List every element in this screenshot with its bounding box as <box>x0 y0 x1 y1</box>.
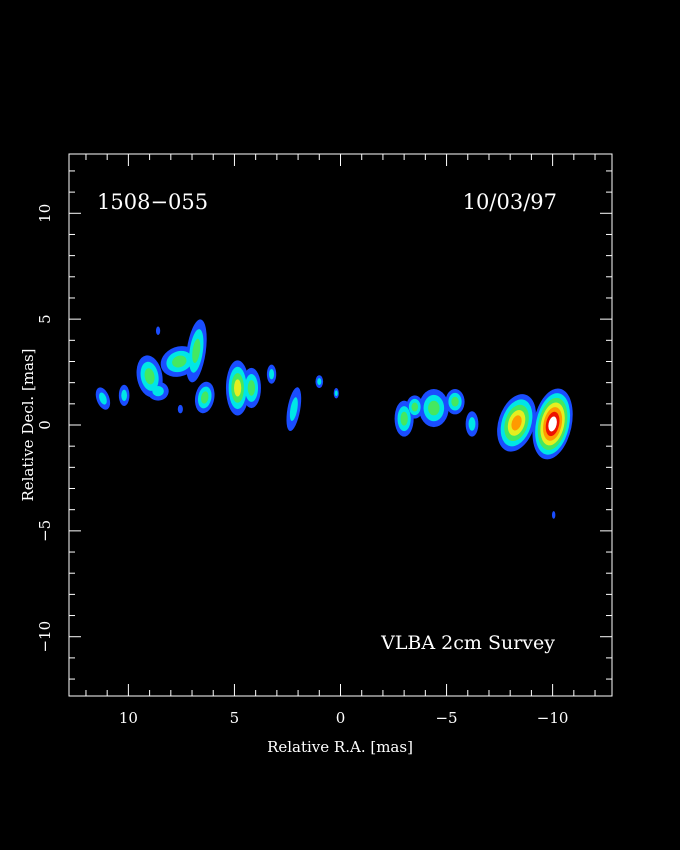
emission-contour <box>411 402 419 412</box>
emission-contour <box>121 389 128 402</box>
y-tick-label: 5 <box>36 314 54 324</box>
emission-contour <box>269 369 275 380</box>
emission-contour <box>234 379 242 397</box>
y-tick-label: −5 <box>36 520 54 542</box>
emission-contour <box>334 390 338 397</box>
y-tick-label: 0 <box>36 420 54 430</box>
emission-contour <box>177 404 183 414</box>
emission-contour <box>192 338 201 364</box>
emission-contour <box>551 511 556 519</box>
emission-contour <box>468 417 476 431</box>
emission-contour <box>152 385 164 397</box>
axis-ticks <box>69 154 612 696</box>
emission-contour <box>317 378 322 386</box>
x-tick-label: 10 <box>119 709 138 727</box>
survey-label: VLBA 2cm Survey <box>380 632 555 654</box>
emission-contour <box>200 391 209 404</box>
emission-contour <box>400 411 408 426</box>
x-tick-label: 5 <box>230 709 240 727</box>
emission-contour <box>428 400 440 416</box>
y-tick-label: 10 <box>36 204 54 223</box>
x-tick-label: −10 <box>537 709 569 727</box>
emission-contour <box>144 368 155 385</box>
epoch-label: 10/03/97 <box>463 190 557 214</box>
y-tick-label: −10 <box>36 621 54 653</box>
emission-contour <box>548 416 557 432</box>
emission-contour <box>511 415 522 431</box>
source-name-label: 1508−055 <box>97 190 208 214</box>
emission-contour <box>451 396 459 407</box>
x-axis-label: Relative R.A. [mas] <box>267 738 413 756</box>
x-tick-label: −5 <box>435 709 457 727</box>
axis-tick-labels: 10 5 0 −5 −10 10 5 0 −5 −10 <box>36 204 568 727</box>
emission-contour <box>289 397 298 421</box>
emission-contour <box>155 326 161 336</box>
emission-contour <box>172 355 187 368</box>
emission-map <box>95 319 573 519</box>
x-tick-label: 0 <box>336 709 346 727</box>
y-axis-label: Relative Decl. [mas] <box>19 348 37 501</box>
emission-contour <box>247 380 256 396</box>
emission-contour <box>99 392 107 405</box>
